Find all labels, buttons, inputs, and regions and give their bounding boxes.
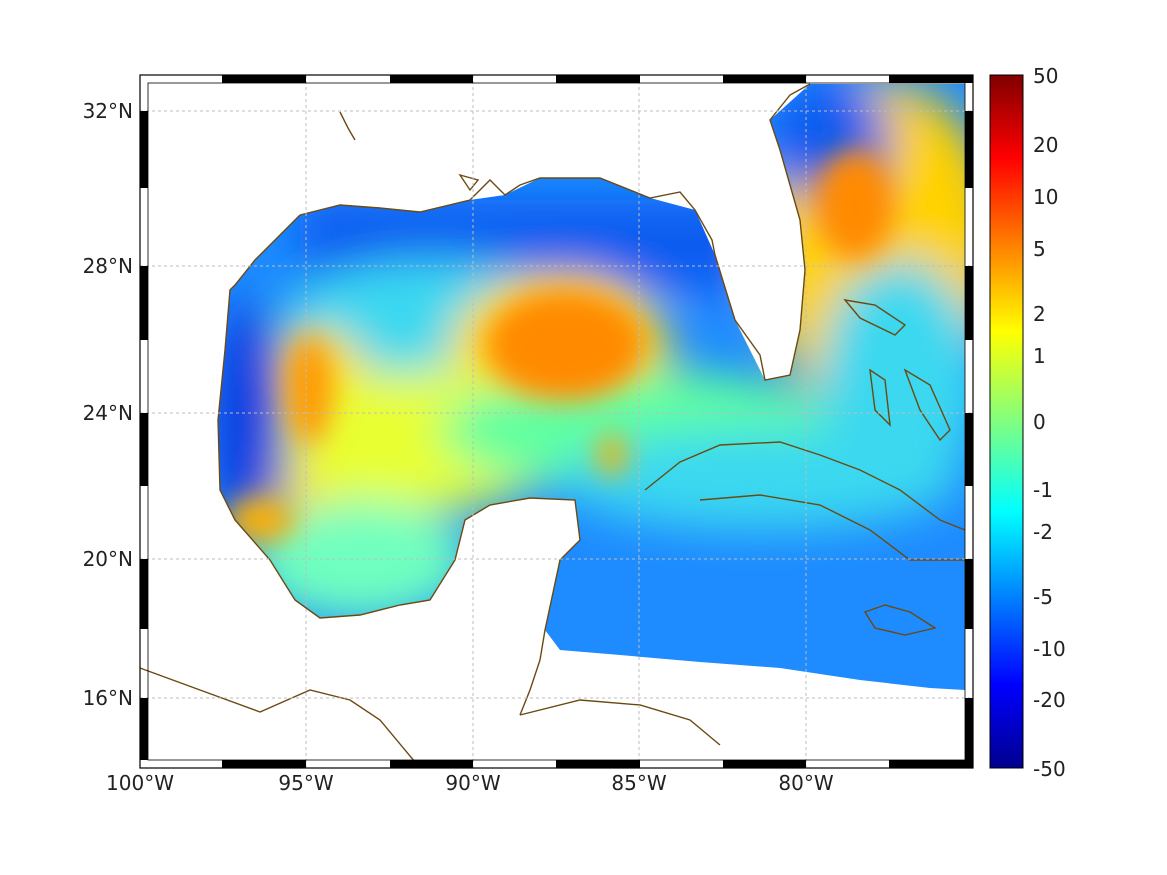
x-tick-label: 80°W <box>778 771 833 795</box>
y-tick-label: 32°N <box>83 99 133 123</box>
colorbar-tick-label: 0 <box>1033 410 1046 434</box>
x-tick-label: 95°W <box>278 771 333 795</box>
colorbar-tick-label: -1 <box>1033 478 1053 502</box>
colorbar: 50 20 10 5 2 1 0 -1 -2 -5 -10 -20 -50 <box>989 64 1066 781</box>
colorbar-tick-label: -10 <box>1033 637 1066 661</box>
grid <box>140 75 973 768</box>
x-tick-label: 100°W <box>106 771 174 795</box>
x-tick-labels: 100°W 95°W 90°W 85°W 80°W <box>106 771 834 795</box>
y-tick-labels: 32°N 28°N 24°N 20°N 16°N <box>83 99 133 710</box>
colorbar-tick-label: 20 <box>1033 133 1058 157</box>
colorbar-tick-label: -50 <box>1033 757 1066 781</box>
colorbar-tick-label: 50 <box>1033 64 1058 88</box>
y-tick-label: 16°N <box>83 686 133 710</box>
colorbar-gradient <box>989 74 1024 769</box>
colorbar-tick-label: 5 <box>1033 237 1046 261</box>
colorbar-tick-label: -2 <box>1033 520 1053 544</box>
colorbar-tick-label: 1 <box>1033 344 1046 368</box>
colorbar-tick-label: 10 <box>1033 185 1058 209</box>
y-tick-label: 24°N <box>83 401 133 425</box>
y-tick-label: 20°N <box>83 547 133 571</box>
y-tick-label: 28°N <box>83 254 133 278</box>
colorbar-tick-label: -5 <box>1033 585 1053 609</box>
frame-border <box>139 74 974 769</box>
x-tick-label: 85°W <box>611 771 666 795</box>
colorbar-tick-label: -20 <box>1033 688 1066 712</box>
x-tick-label: 90°W <box>445 771 500 795</box>
colorbar-tick-label: 2 <box>1033 302 1046 326</box>
